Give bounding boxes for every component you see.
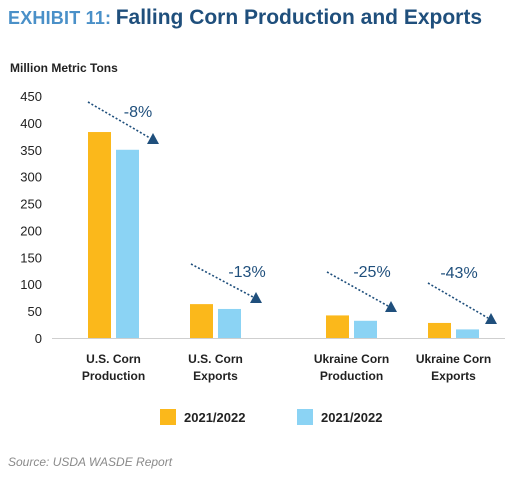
bar-series2-0 bbox=[116, 149, 139, 338]
chart-title: EXHIBIT 11: Falling Corn Production and … bbox=[8, 6, 482, 30]
x-category-label: Exports bbox=[431, 369, 476, 383]
bar-series2-3 bbox=[456, 329, 479, 338]
legend-swatch-1 bbox=[160, 409, 176, 425]
y-tick-label: 450 bbox=[20, 89, 42, 104]
change-arrowhead bbox=[485, 313, 497, 324]
bar-series1-2 bbox=[326, 315, 349, 338]
change-label: -43% bbox=[440, 265, 477, 282]
y-tick-label: 250 bbox=[20, 197, 42, 212]
change-arrowhead bbox=[385, 301, 397, 312]
x-category-label: Ukraine Corn bbox=[416, 352, 491, 366]
x-category-label: Production bbox=[320, 369, 383, 383]
legend-swatch-2 bbox=[297, 409, 313, 425]
exhibit-label: EXHIBIT 11: bbox=[8, 8, 112, 28]
y-tick-label: 300 bbox=[20, 170, 42, 185]
bar-chart: Million Metric Tons 0 50 100 150 200 250 300 350… bbox=[10, 61, 505, 425]
change-label: -25% bbox=[353, 264, 390, 281]
change-label: -13% bbox=[228, 264, 265, 281]
bar-series2-2 bbox=[354, 320, 377, 338]
change-label: -8% bbox=[124, 104, 152, 121]
y-axis-title: Million Metric Tons bbox=[10, 61, 118, 75]
y-tick-label: 200 bbox=[20, 223, 42, 238]
x-category-label: Production bbox=[82, 369, 145, 383]
legend-label-1: 2021/2022 bbox=[184, 410, 245, 425]
y-tick-label: 350 bbox=[20, 143, 42, 158]
bar-series1-3 bbox=[428, 322, 451, 338]
x-category-label: U.S. Corn bbox=[188, 352, 243, 366]
y-tick-label: 400 bbox=[20, 116, 42, 131]
x-category-label: Exports bbox=[193, 369, 238, 383]
x-category-label: U.S. Corn bbox=[86, 352, 141, 366]
title-text: Falling Corn Production and Exports bbox=[115, 6, 483, 29]
bar-series1-0 bbox=[88, 132, 111, 338]
y-tick-label: 50 bbox=[28, 304, 42, 319]
change-arrowhead bbox=[250, 292, 262, 303]
change-arrowhead bbox=[147, 133, 159, 144]
change-arrow-line bbox=[427, 282, 489, 319]
legend-label-2: 2021/2022 bbox=[321, 410, 382, 425]
y-tick-label: 150 bbox=[20, 250, 42, 265]
y-tick-label: 0 bbox=[35, 331, 42, 346]
y-tick-label: 100 bbox=[20, 277, 42, 292]
bar-series2-1 bbox=[218, 308, 241, 338]
bar-series1-1 bbox=[190, 304, 213, 338]
source-note: Source: USDA WASDE Report bbox=[8, 455, 173, 469]
x-category-label: Ukraine Corn bbox=[314, 352, 389, 366]
